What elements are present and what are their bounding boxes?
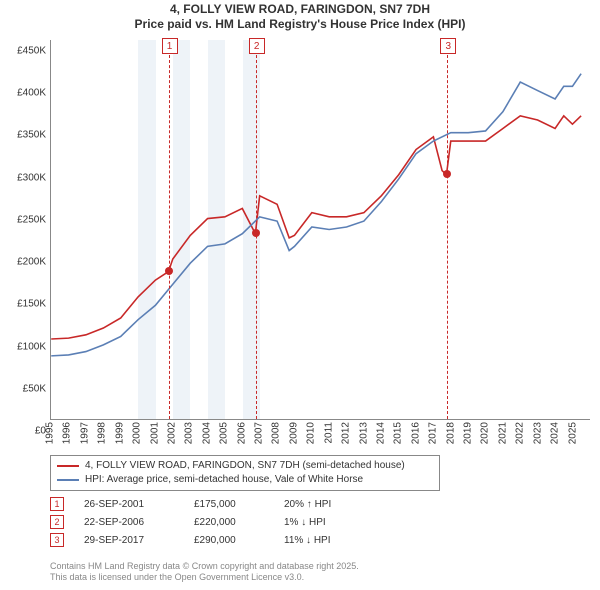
sales-row-delta: 11% ↓ HPI	[284, 535, 374, 546]
sale-marker-label: 1	[162, 38, 178, 54]
x-axis-tick: 2001	[149, 422, 160, 444]
x-axis-tick: 2019	[463, 422, 474, 444]
y-axis-tick: £50K	[0, 383, 50, 394]
chart-lines-svg	[51, 40, 590, 419]
x-axis-tick: 2023	[532, 422, 543, 444]
x-axis-tick: 2004	[201, 422, 212, 444]
y-axis-tick: £450K	[0, 46, 50, 57]
sales-table: 1 26-SEP-2001 £175,000 20% ↑ HPI 2 22-SEP-200…	[50, 495, 374, 549]
x-axis-tick: 2005	[219, 422, 230, 444]
chart-title-block: 4, FOLLY VIEW ROAD, FARINGDON, SN7 7DH P…	[0, 0, 600, 32]
y-axis-tick: £100K	[0, 341, 50, 352]
title-line-1: 4, FOLLY VIEW ROAD, FARINGDON, SN7 7DH	[0, 2, 600, 17]
x-axis-tick: 1995	[45, 422, 56, 444]
sale-dot-1	[165, 267, 173, 275]
sales-row: 1 26-SEP-2001 £175,000 20% ↑ HPI	[50, 495, 374, 513]
legend-row-hpi: HPI: Average price, semi-detached house,…	[57, 473, 433, 487]
sale-marker-label: 3	[440, 38, 456, 54]
x-axis-tick: 2024	[550, 422, 561, 444]
sales-row-delta: 1% ↓ HPI	[284, 517, 374, 528]
x-axis-tick: 2020	[480, 422, 491, 444]
legend-swatch-hpi	[57, 479, 79, 481]
sales-row-num: 1	[50, 497, 64, 511]
sales-row: 3 29-SEP-2017 £290,000 11% ↓ HPI	[50, 531, 374, 549]
x-axis-tick: 2009	[288, 422, 299, 444]
y-axis-tick: £150K	[0, 299, 50, 310]
legend-label-hpi: HPI: Average price, semi-detached house,…	[85, 473, 363, 487]
x-axis-tick: 1998	[97, 422, 108, 444]
sale-dot-3	[443, 170, 451, 178]
x-axis-tick: 2000	[132, 422, 143, 444]
x-axis-tick: 2025	[567, 422, 578, 444]
x-axis-tick: 2014	[375, 422, 386, 444]
price-chart: 1 2 3	[50, 40, 590, 420]
sales-row-price: £220,000	[194, 517, 264, 528]
x-axis-tick: 2010	[306, 422, 317, 444]
x-axis-tick: 2013	[358, 422, 369, 444]
attribution-footer: Contains HM Land Registry data © Crown c…	[50, 561, 359, 584]
sale-marker-3: 3	[447, 40, 448, 419]
x-axis-tick: 2002	[166, 422, 177, 444]
sale-marker-label: 2	[249, 38, 265, 54]
x-axis-tick: 2011	[323, 422, 334, 444]
sales-row: 2 22-SEP-2006 £220,000 1% ↓ HPI	[50, 513, 374, 531]
sale-marker-1: 1	[169, 40, 170, 419]
sales-row-num: 2	[50, 515, 64, 529]
x-axis-tick: 2008	[271, 422, 282, 444]
title-line-2: Price paid vs. HM Land Registry's House …	[0, 17, 600, 32]
chart-legend: 4, FOLLY VIEW ROAD, FARINGDON, SN7 7DH (…	[50, 455, 440, 491]
sales-row-date: 29-SEP-2017	[84, 535, 174, 546]
x-axis-tick: 2015	[393, 422, 404, 444]
sales-row-date: 26-SEP-2001	[84, 499, 174, 510]
sales-row-date: 22-SEP-2006	[84, 517, 174, 528]
legend-swatch-price-paid	[57, 465, 79, 467]
sales-row-price: £175,000	[194, 499, 264, 510]
legend-row-price-paid: 4, FOLLY VIEW ROAD, FARINGDON, SN7 7DH (…	[57, 459, 433, 473]
y-axis-tick: £0	[0, 426, 50, 437]
x-axis-tick: 1996	[62, 422, 73, 444]
y-axis-tick: £300K	[0, 172, 50, 183]
x-axis-tick: 2017	[428, 422, 439, 444]
series-line-hpi	[51, 74, 581, 356]
x-axis-tick: 1997	[79, 422, 90, 444]
y-axis-tick: £200K	[0, 257, 50, 268]
sale-dot-2	[252, 229, 260, 237]
x-axis-tick: 2022	[515, 422, 526, 444]
sales-row-num: 3	[50, 533, 64, 547]
x-axis-tick: 2018	[445, 422, 456, 444]
sales-row-price: £290,000	[194, 535, 264, 546]
x-axis-tick: 2016	[410, 422, 421, 444]
legend-label-price-paid: 4, FOLLY VIEW ROAD, FARINGDON, SN7 7DH (…	[85, 459, 405, 473]
x-axis-tick: 2021	[497, 422, 508, 444]
x-axis-tick: 2007	[254, 422, 265, 444]
x-axis-tick: 2006	[236, 422, 247, 444]
x-axis-tick: 1999	[114, 422, 125, 444]
y-axis-tick: £350K	[0, 130, 50, 141]
x-axis-tick: 2003	[184, 422, 195, 444]
x-axis-tick: 2012	[341, 422, 352, 444]
footer-line-2: This data is licensed under the Open Gov…	[50, 572, 359, 584]
y-axis-tick: £400K	[0, 88, 50, 99]
footer-line-1: Contains HM Land Registry data © Crown c…	[50, 561, 359, 573]
sales-row-delta: 20% ↑ HPI	[284, 499, 374, 510]
y-axis-tick: £250K	[0, 214, 50, 225]
